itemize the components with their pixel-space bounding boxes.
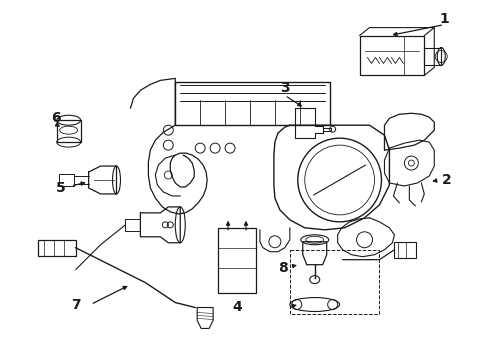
- Bar: [57, 120, 81, 142]
- Text: 8: 8: [278, 261, 288, 275]
- Bar: [218, 228, 256, 293]
- Bar: [59, 174, 74, 186]
- Text: 2: 2: [442, 173, 452, 187]
- Text: 7: 7: [71, 297, 80, 311]
- Text: 4: 4: [232, 300, 242, 314]
- Bar: [38, 240, 75, 256]
- Bar: [290, 250, 379, 315]
- Text: 3: 3: [280, 81, 290, 95]
- Text: 1: 1: [440, 12, 449, 26]
- Bar: [360, 36, 424, 75]
- Bar: [394, 242, 416, 258]
- Text: 6: 6: [51, 111, 61, 125]
- Text: 5: 5: [56, 181, 66, 195]
